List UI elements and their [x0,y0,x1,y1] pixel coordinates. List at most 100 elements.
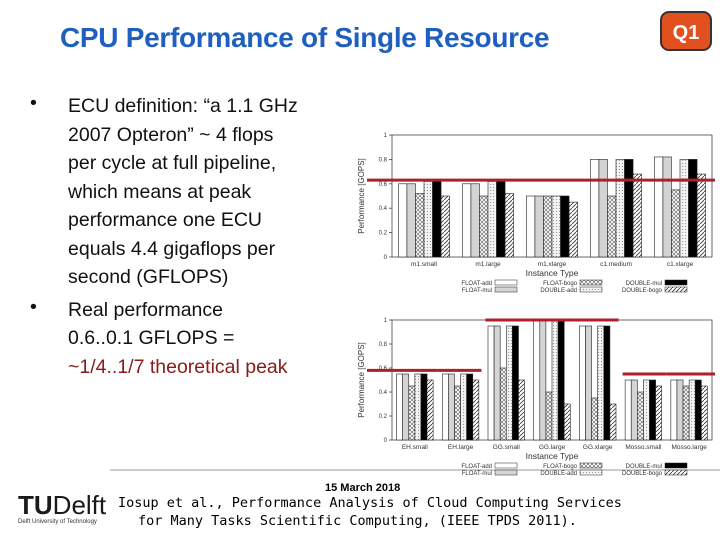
bar [487,181,497,258]
legend-swatch [579,286,603,293]
bar [408,385,416,441]
legend-swatch [664,469,688,476]
bar [696,173,706,258]
y-tick-label: 0.6 [379,182,388,188]
legend-label: FLOAT-mul [462,471,492,477]
x-tick-label: Mosso.large [671,444,707,451]
bar [607,195,617,258]
logo: TUDelft Delft University of Technology [18,490,106,525]
bar [676,379,684,441]
legend-label: DOUBLE-add [540,471,577,477]
legend-label: DOUBLE-bogo [622,471,663,477]
bar [670,379,678,441]
slide-title: CPU Performance of Single Resource [60,22,550,53]
x-tick-label: c1.medium [600,261,632,268]
citation-line: Iosup et al., Performance Analysis of Cl… [118,495,622,511]
bar [505,325,513,441]
legend-swatch [664,279,688,286]
bar [426,379,434,441]
x-axis-label: Instance Type [526,268,579,278]
bar [688,159,698,258]
bullet-line: Real performance [68,298,223,321]
bullet-line: performance one ECU [68,209,263,231]
bar [448,373,455,441]
bullets: ECU definition: “a 1.1 GHz 2007 Opteron”… [30,92,298,381]
bar [637,391,644,441]
bar [598,159,608,258]
x-axis-label: Instance Type [526,451,579,461]
bar [682,385,690,441]
bar [568,201,578,258]
logo-subtitle: Delft University of Technology [18,519,97,525]
y-tick-label: 0 [384,255,388,261]
bar [539,319,547,441]
bar [402,373,410,441]
bar [454,385,461,441]
bar [414,373,422,441]
bar [615,159,625,258]
bar [579,325,586,441]
x-tick-label: m1.xlarge [538,261,567,268]
bar [432,181,442,258]
y-tick-label: 0.8 [379,342,388,348]
bullet-line: ~1/4..1/7 theoretical peak [68,355,288,378]
bar [440,195,450,258]
logo-delft: Delft [52,490,107,520]
badge: Q1 [660,11,712,51]
bar [557,319,565,441]
bar [662,156,672,258]
x-tick-label: GG.small [493,444,521,451]
legend-swatch [579,462,603,469]
y-tick-label: 0 [384,438,388,444]
bar [630,379,638,441]
bar [493,325,501,441]
y-tick-label: 0.2 [379,231,388,237]
x-tick-label: Mosso.small [625,444,662,451]
x-tick-label: GG.large [539,444,566,451]
legend-swatch [494,462,518,469]
bar [603,325,611,441]
bullet-line: per cycle at full pipeline, [68,152,277,174]
legend-label: DOUBLE-mul [626,281,662,287]
x-tick-label: EH.large [448,444,474,451]
bullet-line: ECU definition: “a 1.1 GHz [68,95,298,117]
y-tick-label: 0.4 [379,206,388,212]
legend-label: FLOAT-mul [462,288,492,294]
legend-label: DOUBLE-bogo [622,288,663,294]
legend-label: FLOAT-add [461,281,492,287]
bullet-line: 2007 Opteron” ~ 4 flops [68,123,274,146]
bar [479,195,489,258]
bar [470,183,480,258]
y-axis-label: Performance [GOPS] [357,342,366,418]
x-tick-label: GG.xlarge [583,444,613,451]
legend-swatch [579,469,603,476]
date: 15 March 2018 [325,482,401,494]
legend-label: FLOAT-bogo [543,281,578,287]
logo-tu: TU [18,490,53,520]
legend-label: DOUBLE-add [540,288,577,294]
bar [398,183,408,258]
bullet-line: which means at peak [68,180,252,203]
bullet-line: 0.6..0.1 GFLOPS = [68,327,235,349]
legend-swatch [494,469,518,476]
bar [487,325,495,441]
legend-swatch [664,462,688,469]
x-tick-label: m1.large [475,261,501,268]
bullet: Real performance 0.6..0.1 GFLOPS = ~1/4.… [30,296,298,382]
bar [396,373,403,441]
bar [551,195,561,258]
x-tick-label: EH.small [402,444,429,451]
bar [560,195,570,258]
bar [679,159,689,258]
legend-swatch [494,286,518,293]
bar [466,373,474,441]
x-tick-label: c1.xlarge [667,261,694,268]
bar [551,319,559,441]
bar [460,373,467,441]
bar [406,183,416,258]
bar [545,391,553,441]
bar [423,181,433,258]
bar [543,195,553,258]
bar [415,193,425,258]
